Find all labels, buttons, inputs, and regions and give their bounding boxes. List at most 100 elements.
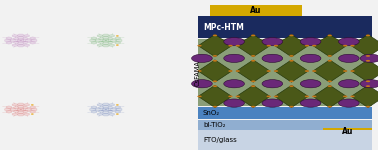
Circle shape xyxy=(251,106,256,108)
Polygon shape xyxy=(24,34,29,37)
Polygon shape xyxy=(109,44,115,46)
Circle shape xyxy=(235,96,240,97)
Circle shape xyxy=(228,96,232,97)
Polygon shape xyxy=(91,37,97,39)
Polygon shape xyxy=(24,113,29,116)
Circle shape xyxy=(289,85,294,87)
Circle shape xyxy=(266,96,271,97)
Text: MPc-HTM: MPc-HTM xyxy=(203,23,244,32)
Text: Au: Au xyxy=(250,6,262,15)
Circle shape xyxy=(274,70,278,72)
Polygon shape xyxy=(17,39,24,42)
Bar xyxy=(198,16,372,38)
Polygon shape xyxy=(23,38,28,40)
Polygon shape xyxy=(24,103,29,106)
Circle shape xyxy=(339,99,359,107)
Circle shape xyxy=(289,55,294,57)
Bar xyxy=(210,4,302,16)
Polygon shape xyxy=(102,39,109,42)
Circle shape xyxy=(366,106,370,108)
Polygon shape xyxy=(30,106,36,108)
Text: CsFAMA: CsFAMA xyxy=(194,60,200,86)
Polygon shape xyxy=(108,41,113,43)
Circle shape xyxy=(213,85,217,87)
Text: bl-TiO₂: bl-TiO₂ xyxy=(203,122,226,128)
Circle shape xyxy=(116,104,119,105)
Polygon shape xyxy=(23,41,28,43)
Circle shape xyxy=(192,54,212,62)
Polygon shape xyxy=(30,42,36,44)
Circle shape xyxy=(274,45,278,46)
Polygon shape xyxy=(108,38,113,40)
Polygon shape xyxy=(97,34,102,37)
Polygon shape xyxy=(12,44,17,46)
Circle shape xyxy=(312,70,316,72)
Polygon shape xyxy=(275,85,308,108)
Circle shape xyxy=(343,70,347,72)
Circle shape xyxy=(300,80,321,88)
Polygon shape xyxy=(108,106,113,109)
Polygon shape xyxy=(116,108,122,111)
Circle shape xyxy=(289,60,294,62)
Polygon shape xyxy=(14,110,19,112)
Circle shape xyxy=(251,80,256,82)
Circle shape xyxy=(224,38,245,46)
Polygon shape xyxy=(313,34,347,57)
Circle shape xyxy=(312,45,316,46)
Circle shape xyxy=(31,104,34,105)
Polygon shape xyxy=(6,42,12,44)
Polygon shape xyxy=(95,39,101,42)
Polygon shape xyxy=(115,37,121,39)
Polygon shape xyxy=(102,113,109,116)
Circle shape xyxy=(339,54,359,62)
Polygon shape xyxy=(108,110,113,112)
Circle shape xyxy=(262,38,283,46)
Polygon shape xyxy=(115,42,121,44)
Circle shape xyxy=(289,34,294,36)
Polygon shape xyxy=(116,39,122,42)
Polygon shape xyxy=(31,108,37,111)
Polygon shape xyxy=(95,108,101,111)
Polygon shape xyxy=(10,39,16,42)
Circle shape xyxy=(266,70,271,72)
Polygon shape xyxy=(17,44,24,47)
Polygon shape xyxy=(102,36,109,39)
Polygon shape xyxy=(17,111,24,114)
Text: FTO/glass: FTO/glass xyxy=(203,137,237,143)
Circle shape xyxy=(360,80,378,88)
Circle shape xyxy=(289,80,294,82)
Polygon shape xyxy=(30,111,36,113)
Circle shape xyxy=(339,80,359,88)
Circle shape xyxy=(350,96,355,97)
Circle shape xyxy=(350,45,355,46)
Polygon shape xyxy=(102,103,109,106)
Polygon shape xyxy=(275,34,308,57)
Circle shape xyxy=(235,45,240,46)
Polygon shape xyxy=(12,113,17,116)
Circle shape xyxy=(116,114,119,115)
Circle shape xyxy=(305,45,309,46)
Polygon shape xyxy=(17,113,24,116)
Polygon shape xyxy=(110,39,116,42)
Polygon shape xyxy=(313,85,347,108)
Circle shape xyxy=(339,38,359,46)
Polygon shape xyxy=(110,108,116,111)
Circle shape xyxy=(262,54,283,62)
Polygon shape xyxy=(90,39,96,42)
Circle shape xyxy=(300,38,321,46)
Circle shape xyxy=(366,80,370,82)
Circle shape xyxy=(328,55,332,57)
Polygon shape xyxy=(17,108,24,111)
Circle shape xyxy=(228,45,232,46)
Polygon shape xyxy=(97,44,102,46)
Polygon shape xyxy=(10,108,16,111)
Circle shape xyxy=(366,55,370,57)
Polygon shape xyxy=(24,44,29,46)
Polygon shape xyxy=(102,42,109,45)
Circle shape xyxy=(343,96,347,97)
Circle shape xyxy=(343,45,347,46)
Polygon shape xyxy=(6,37,12,39)
Circle shape xyxy=(251,55,256,57)
Text: SnO₂: SnO₂ xyxy=(203,110,220,116)
Circle shape xyxy=(274,96,278,97)
